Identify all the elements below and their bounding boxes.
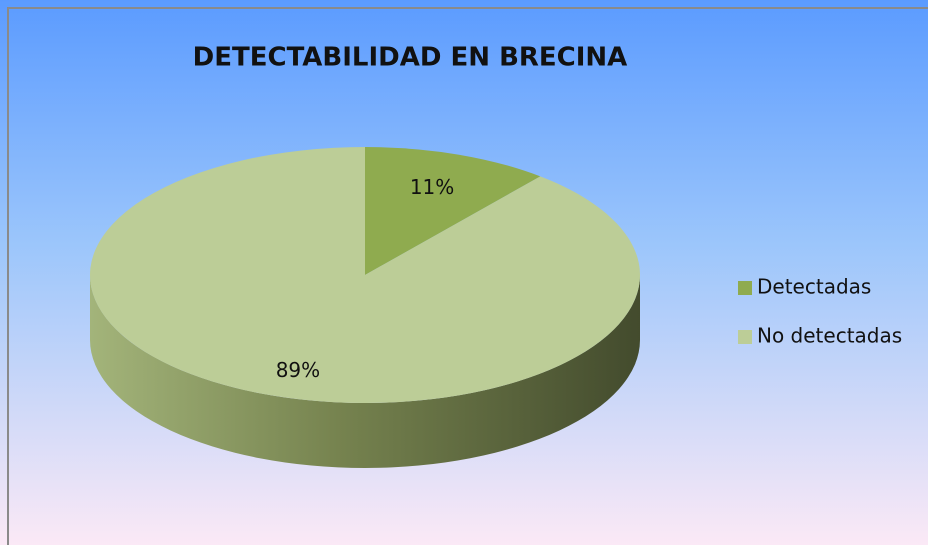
pie-slice <box>90 147 641 404</box>
slice-side <box>90 275 640 468</box>
data-label: 89% <box>276 358 320 382</box>
frame <box>7 7 928 545</box>
legend-swatch <box>738 281 752 295</box>
legend-label: Detectadas <box>757 275 871 299</box>
legend-swatch <box>738 330 752 344</box>
chart-title: DETECTABILIDAD EN BRECINA <box>193 43 628 73</box>
legend-label: No detectadas <box>757 324 902 348</box>
pie-slice <box>365 147 541 275</box>
data-label: 11% <box>410 175 454 199</box>
